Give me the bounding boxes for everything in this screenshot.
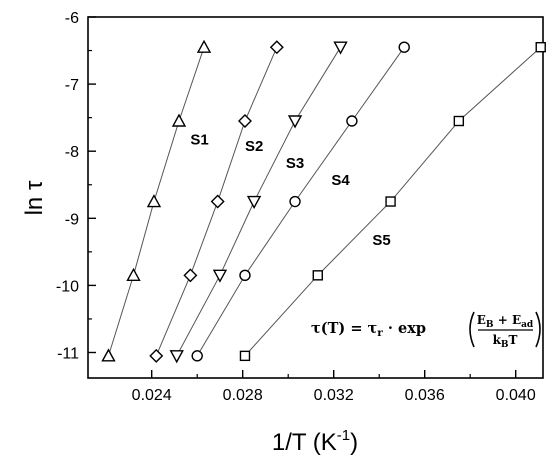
y-tick-label: -8 [65, 144, 79, 161]
data-point-s4 [346, 115, 358, 127]
x-tick-label: 0.024 [132, 387, 172, 404]
x-tick-label: 0.036 [405, 387, 445, 404]
data-point-s4 [191, 350, 203, 362]
y-tick-label: -11 [57, 346, 79, 363]
data-point-s2 [183, 268, 198, 283]
data-point-s5 [239, 350, 251, 362]
formula-numerator: EB + Ead [477, 313, 534, 330]
data-point-s3 [212, 269, 228, 283]
data-point-s5 [385, 196, 396, 207]
data-point-s5 [535, 41, 546, 53]
series-label-s2: S2 [245, 138, 263, 155]
data-point-s5 [312, 270, 323, 281]
series-label-s3: S3 [286, 155, 304, 172]
plot-frame [87, 16, 544, 379]
formula-left-paren [469, 311, 475, 348]
y-tick-label: -6 [65, 10, 79, 27]
data-point-s1 [171, 113, 187, 127]
data-point-s1 [196, 39, 212, 53]
series-label-s5: S5 [372, 232, 390, 249]
ticks: 0.024 0.028 0.032 0.036 0.040 -11 -10 -9 -8 -7 -6 [56, 10, 536, 404]
data-point-s3 [333, 41, 348, 55]
data-point-s3 [246, 195, 262, 209]
data-point-s5 [453, 115, 465, 127]
y-tick-label: -9 [65, 211, 79, 228]
formula-right-paren [535, 311, 541, 348]
data-point-s2 [210, 194, 225, 209]
y-tick-label: -7 [65, 77, 79, 94]
formula-annotation: τ(T) = τr · exp EB + Ead kBT [311, 311, 541, 350]
x-tick-label: 0.028 [223, 387, 263, 404]
y-tick-label: -10 [56, 278, 79, 295]
axes [87, 16, 544, 379]
data-point-s2 [237, 114, 252, 128]
x-axis-title: 1/T (K-1) [272, 427, 358, 456]
y-axis-title: ln τ [21, 180, 48, 215]
series-label-s4: S4 [331, 172, 350, 189]
data-point-s1 [126, 267, 141, 282]
series-label-s1: S1 [190, 131, 208, 148]
x-tick-label: 0.032 [314, 387, 354, 404]
series-labels: S1 S2 S3 S4 S5 [190, 131, 390, 249]
data-point-s3 [287, 115, 303, 129]
data-point-s2 [269, 40, 284, 55]
formula-lhs: τ(T) = τr · exp [311, 320, 426, 339]
data-point-s3 [169, 350, 184, 364]
data-point-s2 [149, 348, 164, 363]
data-points [101, 39, 546, 364]
data-point-s1 [101, 348, 116, 362]
x-tick-label: 0.040 [496, 387, 536, 404]
data-point-s1 [146, 194, 162, 208]
data-point-s4 [289, 195, 301, 208]
data-point-s4 [239, 269, 251, 282]
data-point-s4 [398, 41, 410, 53]
formula-denominator: kBT [493, 333, 518, 350]
